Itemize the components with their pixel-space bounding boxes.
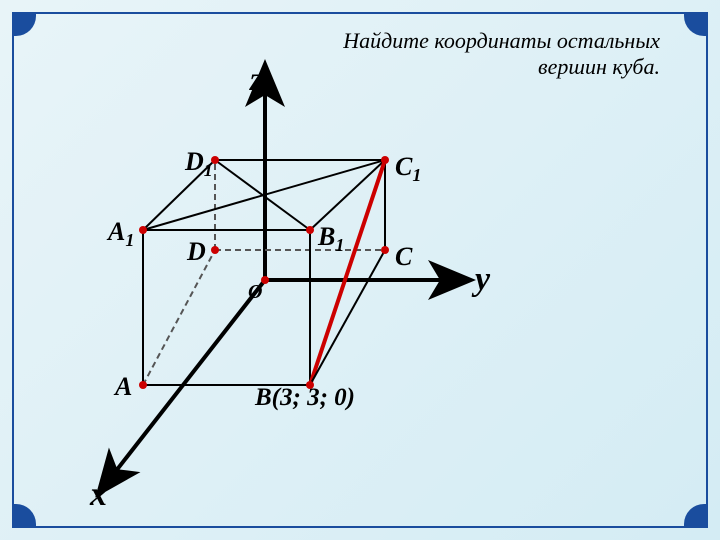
x-label: x (89, 476, 107, 513)
label-O: O (248, 281, 262, 303)
z-label: z (249, 61, 264, 98)
y-label: y (471, 261, 491, 298)
point-A1 (139, 226, 147, 234)
label-D: D (186, 237, 206, 266)
cube-diagram: z y x D1 C1 A1 B1 D C A B(3; 3; 0) O (0, 0, 720, 540)
point-B1 (306, 226, 314, 234)
label-B: B(3; 3; 0) (254, 384, 355, 411)
point-C1 (381, 156, 389, 164)
label-C1: C1 (395, 152, 421, 185)
point-D (211, 246, 219, 254)
label-D1: D1 (184, 147, 213, 180)
edge-A-D (143, 250, 215, 385)
point-C (381, 246, 389, 254)
label-A: A (113, 372, 132, 401)
point-A (139, 381, 147, 389)
label-B1: B1 (317, 222, 344, 255)
label-C: C (395, 242, 413, 271)
diag-D1-B1 (215, 160, 310, 230)
label-A1: A1 (106, 217, 134, 250)
